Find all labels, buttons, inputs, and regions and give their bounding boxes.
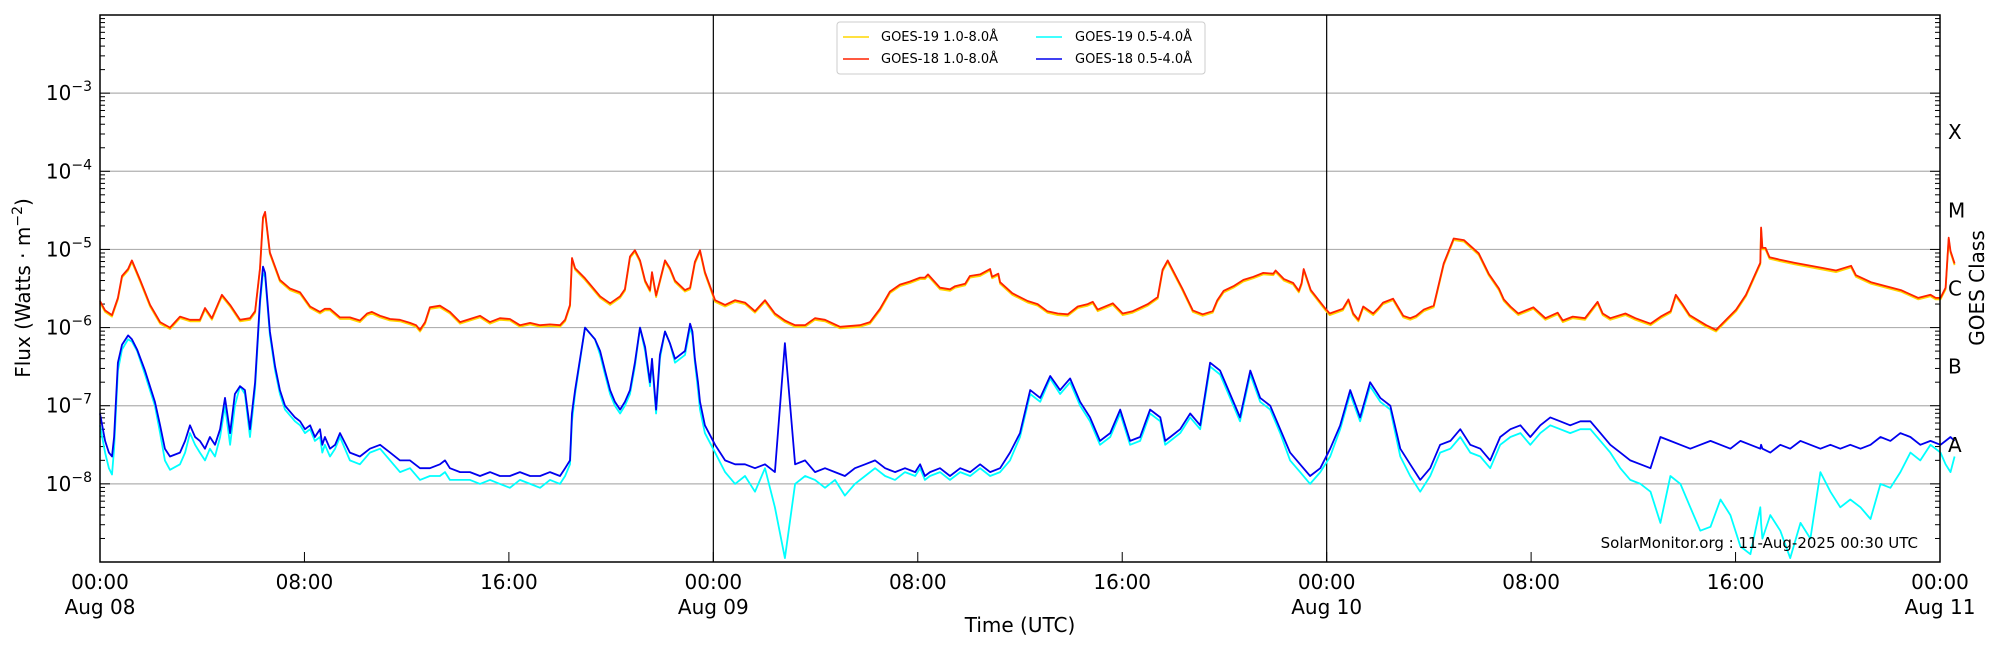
legend-box [836,21,1206,75]
x-tick-label: 08:00 [276,570,334,594]
goes-class-label: M [1948,198,1965,222]
x-tick-date-label: Aug 09 [678,595,749,619]
legend-label-goes18-short: GOES-18 0.5-4.0Å [1075,51,1192,67]
y2-axis-title: GOES Class [1965,230,1989,346]
x-tick-date-label: Aug 11 [1905,595,1976,619]
y-axis-title: Flux (Watts · m−2) [10,198,35,378]
goes-class-labels: X M C B A [1948,120,1965,457]
legend-label-goes18-long: GOES-18 1.0-8.0Å [881,51,998,67]
x-tick-label: 00:00 [685,570,743,594]
x-tick-date-label: Aug 08 [65,595,136,619]
x-tick-label: 16:00 [1707,570,1765,594]
plot-area [100,15,1940,562]
goes-class-label: C [1948,277,1962,301]
y-tick-label: 10−8 [46,470,92,496]
x-tick-label: 08:00 [889,570,947,594]
x-tick-label: 16:00 [480,570,538,594]
y-tick-label: 10−5 [46,235,92,261]
horizontal-gridlines [100,92,1940,485]
x-tick-label: 08:00 [1502,570,1560,594]
goes-class-label: B [1948,355,1962,379]
goes-class-label: A [1948,433,1962,457]
x-tick-label: 00:00 [1298,570,1356,594]
y-tick-label: 10−4 [46,157,92,183]
series-goes18-short [99,265,1956,481]
x-tick-label: 00:00 [71,570,129,594]
legend-label-goes19-long: GOES-19 1.0-8.0Å [881,29,998,45]
legend-label-goes19-short: GOES-19 0.5-4.0Å [1075,29,1192,45]
y-tick-label: 10−7 [46,392,92,418]
x-axis-title: Time (UTC) [964,613,1076,637]
x-tick-label: 16:00 [1093,570,1151,594]
day-boundary-lines [712,15,1328,562]
credit-annotation: SolarMonitor.org : 11-Aug-2025 00:30 UTC [1601,534,1918,552]
data-series [99,210,1956,559]
series-goes18-long [99,210,1956,331]
plot-frame [99,14,1941,563]
y-minor-ticks [100,18,1940,563]
y-tick-label: 10−6 [46,314,92,340]
y-tick-label: 10−3 [46,79,92,105]
x-tick-date-label: Aug 10 [1291,595,1362,619]
x-tick-label: 00:00 [1911,570,1969,594]
y-axis-ticks: 10−3 10−4 10−5 10−6 10−7 10−8 [46,79,92,496]
series-goes19-short [99,271,1956,559]
goes-class-label: X [1948,120,1962,144]
legend: GOES-19 1.0-8.0Å GOES-18 1.0-8.0Å GOES-1… [836,21,1206,75]
